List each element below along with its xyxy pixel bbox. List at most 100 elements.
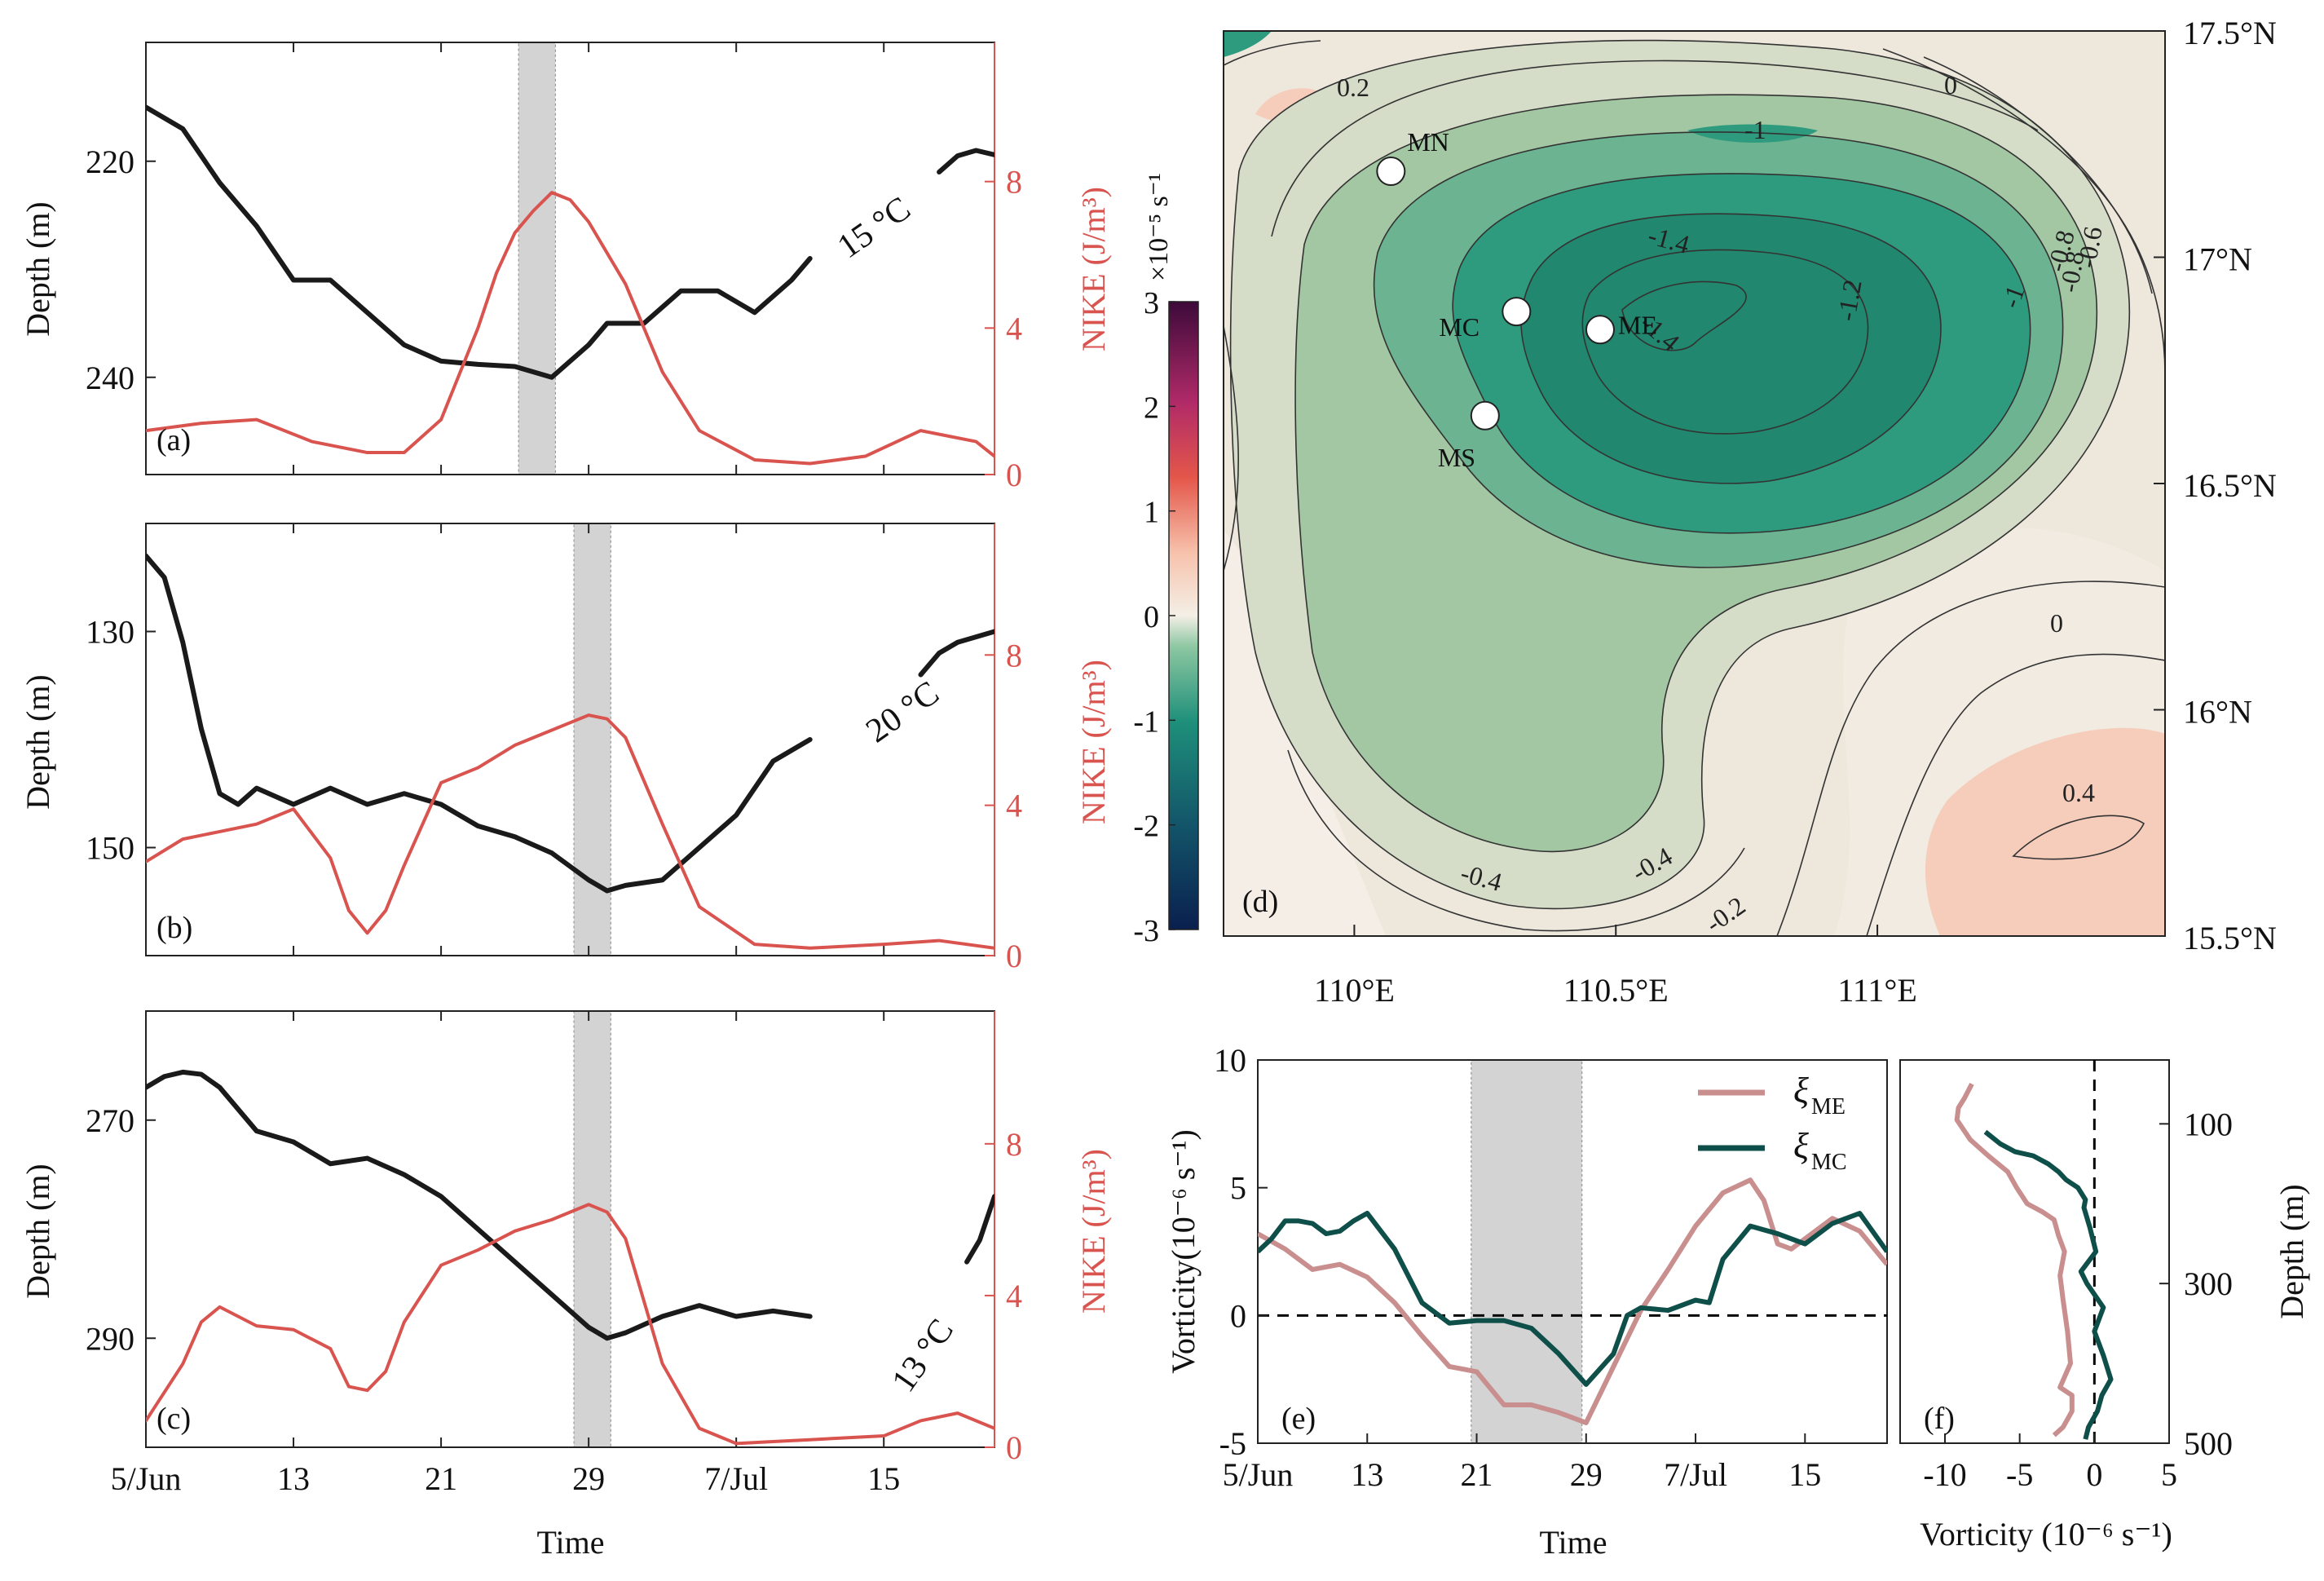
xi-me-profile	[1954, 1082, 2075, 1437]
x-tick-label: 0	[2086, 1456, 2102, 1493]
station-label: ME	[1618, 310, 1657, 339]
x-tick-label: 29	[1570, 1456, 1603, 1493]
x-tick-label: 21	[425, 1460, 457, 1497]
y2-tick-label: 8	[1006, 164, 1022, 201]
panel-a: 220 240 0 4 8	[86, 42, 1022, 493]
plot-frame	[145, 42, 995, 475]
station-label: MN	[1407, 127, 1449, 157]
contour-label: -1	[1744, 115, 1766, 144]
y2-tick-label: 0	[1006, 457, 1022, 493]
contour-label: -0.6	[2071, 224, 2107, 270]
x-tick-label: 7/Jul	[704, 1460, 768, 1497]
panel-label-a: (a)	[157, 423, 191, 457]
y-tick-label: 10	[1214, 1042, 1246, 1079]
shaded-period	[518, 42, 556, 475]
legend-sub-mc: MC	[1811, 1150, 1847, 1175]
y-axis-label-b: Depth (m)	[20, 674, 56, 810]
y-tick-label: 220	[86, 144, 135, 180]
colorbar-tick-label: 0	[1144, 600, 1159, 634]
colorbar-tick-label: 1	[1144, 496, 1159, 530]
colorbar-unit: ×10⁻⁵ s⁻¹	[1144, 173, 1174, 281]
map-region-nw-corner	[1224, 31, 1272, 57]
isotherm-depth-line	[964, 1194, 994, 1265]
x-tick-label: 13	[277, 1460, 310, 1497]
y-axis-label-e: Vorticity(10⁻⁶ s⁻¹)	[1165, 1129, 1202, 1374]
shaded-period	[1471, 1059, 1583, 1444]
station-markers: MN MC ME MS	[1376, 127, 1657, 472]
x-tick-label: 5/Jun	[111, 1460, 182, 1497]
y2-axis-label-c: NIKE (J/m³)	[1075, 1149, 1112, 1314]
plot-frame	[1899, 1059, 2170, 1444]
series-group	[146, 104, 994, 466]
y-tick-label: 270	[86, 1102, 135, 1139]
y2-tick-label: 4	[1006, 788, 1022, 824]
nike-line	[146, 191, 994, 466]
station-marker	[1470, 400, 1500, 431]
y-tick-label: 500	[2184, 1425, 2233, 1462]
panel-label-c: (c)	[157, 1402, 191, 1436]
x-tick-label: -10	[1923, 1456, 1966, 1493]
series-group	[146, 1069, 994, 1446]
map-y-tick-label: 17.5°N	[2183, 15, 2277, 51]
isotherm-depth-line	[146, 553, 813, 894]
series-group	[146, 553, 994, 950]
x-tick-label: 13	[1351, 1456, 1383, 1493]
colorbar-tick-label: 3	[1144, 286, 1159, 320]
map-x-tick-label: 110°E	[1314, 972, 1395, 1009]
station-marker	[1502, 297, 1532, 327]
map-x-tick-label: 110.5°E	[1563, 972, 1669, 1009]
contour-label: 0	[2050, 608, 2063, 638]
y2-axis-label-a: NIKE (J/m³)	[1075, 187, 1112, 351]
y2-axis-label-b: NIKE (J/m³)	[1075, 660, 1112, 824]
plot-frame	[145, 1010, 995, 1448]
station-label: MS	[1438, 443, 1475, 472]
panel-d: 0.2 0 -1 -1.4 -1.4 -1.2 -0.8 -0.6 -1 -0.…	[1223, 15, 2277, 1009]
y-axis-label-a: Depth (m)	[20, 201, 56, 337]
contour-label: 0	[1944, 70, 1957, 99]
panel-b: 130 150 0 4 8	[86, 523, 1022, 974]
station-label: MC	[1439, 312, 1480, 342]
legend-label-me: ξ	[1793, 1071, 1809, 1111]
y-axis-label-f: Depth (m)	[2273, 1184, 2310, 1319]
map-region-north-lobe	[1687, 124, 1818, 143]
x-tick-label: 21	[1461, 1456, 1493, 1493]
isotherm-label-b: 20 °C	[859, 674, 946, 750]
y-tick-label: 150	[86, 830, 135, 867]
x-tick-label: 5/Jun	[1223, 1456, 1294, 1493]
station-marker	[1376, 157, 1406, 187]
legend-e: ξ ME ξ MC	[1698, 1071, 1847, 1175]
x-tick-label: 15	[867, 1460, 900, 1497]
isotherm-label-a: 15 °C	[831, 190, 917, 266]
map-y-tick-label: 16.5°N	[2183, 467, 2277, 504]
series-group	[1954, 1082, 2114, 1440]
y-tick-label: 5	[1230, 1170, 1246, 1207]
xi-me-line	[1258, 1177, 1887, 1425]
y2-tick-label: 8	[1006, 637, 1022, 673]
colorbar-tick-label: 2	[1144, 391, 1159, 425]
y2-tick-label: 0	[1006, 1429, 1022, 1466]
x-tick-label: -5	[2006, 1456, 2033, 1493]
map-y-tick-label: 15.5°N	[2183, 920, 2277, 956]
panel-c: 5/Jun 13 21 29 7/Jul 15 270 290 0 4 8	[86, 1010, 1022, 1497]
isotherm-depth-line	[937, 148, 994, 174]
y-tick-label: 290	[86, 1320, 135, 1357]
station-marker	[1585, 315, 1615, 345]
map-y-tick-label: 17°N	[2183, 241, 2252, 278]
y-tick-label: -5	[1219, 1425, 1246, 1462]
panel-f: -10 -5 0 5 100 300 500	[1899, 1059, 2233, 1493]
plot-frame	[145, 523, 995, 956]
y-tick-label: 300	[2184, 1265, 2233, 1302]
isotherm-depth-line	[146, 104, 813, 380]
map-x-ticks: 110°E 110.5°E 111°E	[1314, 925, 1917, 1009]
panel-label-d: (d)	[1242, 885, 1278, 919]
y2-tick-label: 4	[1006, 310, 1022, 347]
map-region-core-inner	[1521, 214, 1941, 484]
shaded-period	[573, 1010, 611, 1448]
colorbar-tick-label: -2	[1133, 810, 1159, 844]
map-y-ticks: 15.5°N 16°N 16.5°N 17°N 17.5°N	[2154, 15, 2277, 956]
contour-label: -0.8	[2053, 249, 2089, 294]
y-tick-label: 0	[1230, 1297, 1246, 1334]
legend-label-mc: ξ	[1793, 1126, 1809, 1166]
isotherm-label-c: 13 °C	[885, 1313, 961, 1399]
